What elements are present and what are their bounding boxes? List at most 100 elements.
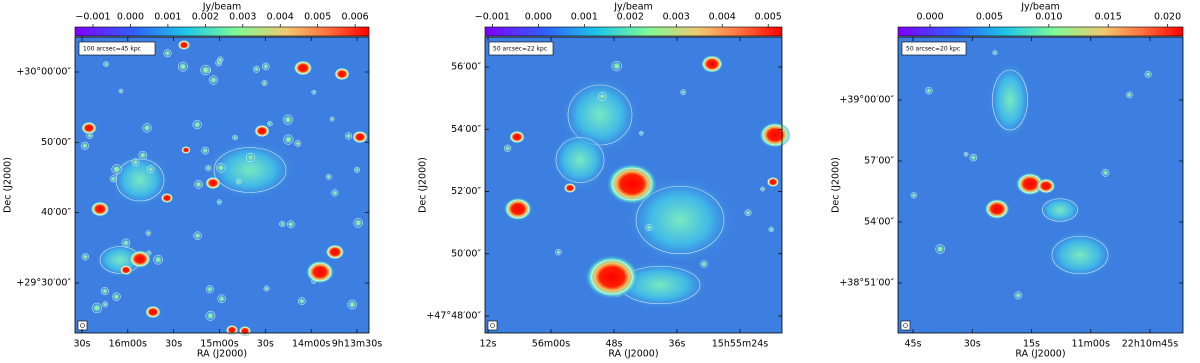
faint-source (193, 231, 202, 240)
bright-source (563, 182, 577, 194)
faint-source (503, 144, 512, 152)
colorbar (897, 26, 1184, 37)
faint-source (263, 285, 270, 292)
faint-source (205, 285, 214, 294)
contour (161, 193, 173, 203)
colorbar-tick-label: 0.005 (304, 12, 331, 23)
faint-source (200, 64, 211, 76)
faint-source (963, 151, 969, 157)
faint-source (216, 163, 226, 173)
beam-box (900, 320, 911, 331)
faint-source (236, 178, 242, 185)
contour (992, 69, 1028, 131)
image-frame (484, 36, 783, 334)
scale-label: 50 arcsec=20 kpc (906, 46, 960, 53)
bright-source (177, 39, 191, 51)
faint-source (216, 199, 222, 205)
colorbar-label: Jy/beam (202, 2, 242, 13)
faint-source (118, 88, 124, 94)
bright-source (584, 254, 640, 300)
contour (82, 122, 96, 134)
colorbar-tick-label: 0.015 (1095, 12, 1122, 23)
faint-source (267, 120, 273, 127)
bright-source (305, 260, 335, 284)
faint-source (103, 61, 109, 67)
faint-source (1144, 70, 1152, 78)
colorbar-tick-label: −0.001 (75, 12, 110, 23)
faint-source (294, 140, 302, 147)
contour (178, 40, 190, 50)
x-tick-label: 16m00s (109, 339, 147, 350)
faint-source (112, 292, 121, 301)
colorbar-label: Jy/beam (613, 2, 653, 13)
diffuse-emission (1045, 230, 1115, 280)
contour (120, 265, 132, 275)
bright-source (293, 60, 313, 76)
faint-source (131, 158, 140, 167)
y-tick-label: +30°00′00″ (16, 67, 71, 78)
colorbar-tick-label: 0.005 (976, 12, 1003, 23)
contour (1051, 235, 1109, 275)
faint-source (215, 59, 223, 67)
faint-source (81, 253, 89, 261)
y-tick-label: +39°00′00″ (839, 95, 894, 106)
x-tick-label: 11m00s (1072, 339, 1110, 350)
panel: 100 arcsec=45 kpc Jy/beam −0.001 0.000 0.001… (3, 2, 383, 360)
faint-source (201, 146, 210, 155)
bright-source (984, 198, 1010, 220)
contour (612, 167, 652, 201)
bright-source (1015, 172, 1045, 196)
scale-label: 50 arcsec=22 kpc (493, 46, 547, 53)
y-tick-label: 56′00″ (451, 62, 481, 73)
faint-source (354, 166, 360, 173)
faint-source (311, 89, 317, 95)
x-tick-label: 15m00s (200, 339, 238, 350)
faint-source (286, 220, 295, 229)
colorbar-tick-label: 0.020 (1154, 12, 1181, 23)
beam-box (487, 320, 498, 331)
x-tick-label: 22h10m45s (1122, 339, 1179, 350)
x-tick-label: 15s (1023, 339, 1040, 350)
faint-source (969, 153, 978, 162)
bright-source (1036, 178, 1056, 194)
faint-source (353, 218, 363, 228)
contour (239, 326, 251, 336)
colorbar-tick-label: 0.006 (342, 12, 369, 23)
colorbar-tick-label: 0.003 (663, 12, 690, 23)
scale-label: 100 arcsec=45 kpc (83, 46, 141, 53)
contour (146, 306, 160, 318)
bright-source (759, 122, 791, 148)
y-axis-label: Dec (J2000) (831, 157, 842, 213)
x-tick-label: 9h13m30s (332, 339, 382, 350)
faint-source (1014, 291, 1023, 300)
colorbar-tick-label: 0.002 (617, 12, 644, 23)
x-axis-label: RA (J2000) (608, 349, 658, 360)
contour (1038, 179, 1054, 193)
faint-source (700, 260, 708, 268)
y-tick-label: 50′00″ (451, 248, 481, 259)
contour (555, 137, 605, 183)
y-tick-label: 54′00″ (451, 124, 481, 135)
x-tick-label: 30s (165, 339, 182, 350)
panel: 50 arcsec=20 kpc Jy/beam 0.000 0.005 0.010 0.… (831, 2, 1184, 360)
faint-source (760, 186, 765, 192)
x-tick-label: 15h55m24s (712, 339, 769, 350)
faint-source (246, 152, 256, 163)
contour (308, 262, 332, 282)
faint-source (744, 209, 752, 217)
faint-source (253, 65, 260, 73)
faint-source (232, 134, 238, 141)
contour (762, 124, 788, 146)
bright-source (606, 163, 658, 205)
faint-source (283, 134, 294, 145)
x-tick-label: 14m00s (292, 339, 330, 350)
y-tick-label: +38°51′00″ (839, 278, 894, 289)
faint-source (611, 60, 622, 72)
faint-source (329, 116, 335, 122)
colorbar-tick-label: 0.010 (1035, 12, 1062, 23)
faint-source (205, 310, 216, 321)
x-tick-label: 56m00s (532, 339, 570, 350)
diffuse-emission (550, 130, 610, 190)
contour (327, 245, 343, 259)
faint-source (138, 150, 148, 160)
